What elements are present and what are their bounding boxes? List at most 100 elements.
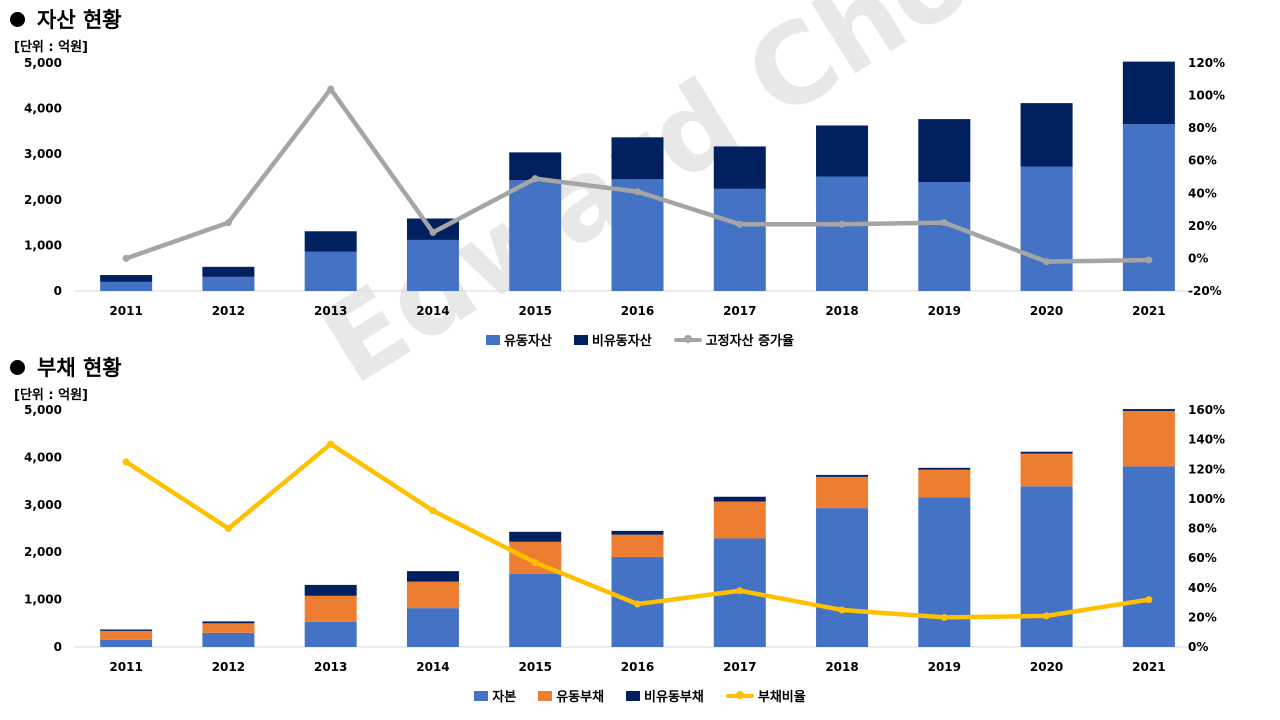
bar-segment [713,188,766,291]
bar-segment [816,176,869,291]
bar-segment [406,239,459,291]
bar-segment [202,266,255,277]
line-point [122,458,130,466]
bar-segment [816,474,869,477]
y-left-tick-label: 5,000 [24,403,62,417]
legend-item: 부채비율 [725,686,806,705]
x-tick-label: 2015 [519,660,552,674]
line-point [327,85,335,93]
legend-swatch [626,690,641,701]
y-right-tick-label: 100% [1188,492,1225,506]
line-point [940,219,948,227]
line-point [327,440,335,448]
legend-swatch [725,690,754,699]
y-right-tick-label: 100% [1188,89,1225,103]
bar-segment [100,281,153,291]
bar-segment [304,584,357,596]
line-point [1043,258,1051,266]
legend-item: 비유동부채 [626,686,704,705]
bar-segment [202,621,255,624]
bar-segment [100,629,153,631]
bar-segment [509,574,562,647]
bar-segment [918,469,971,498]
bar-segment [1020,486,1073,647]
liability-chart: 0 1,000 2,000 3,000 4,000 5,000 0% 20% 40% 60% 80%… [24,403,1225,674]
legend-swatch [538,690,553,701]
liability-unit-label: [단위 : 억원] [14,388,88,403]
y-left-tick-label: 1,000 [24,238,62,252]
x-tick-label: 2020 [1030,660,1063,674]
legend-label: 비유동자산 [591,334,652,349]
y-left-tick-label: 3,000 [24,147,62,161]
x-tick-label: 2019 [928,660,961,674]
y-right-tick-label: 60% [1188,154,1217,168]
bar-segment [202,276,255,291]
y-right-tick-label: 40% [1188,581,1217,595]
bar-segment [100,630,153,640]
bar-segment [406,608,459,647]
y-left-tick-label: 2,000 [24,545,62,559]
x-tick-label: 2021 [1132,304,1165,318]
bullet-icon [10,359,25,375]
line-point [1043,612,1051,620]
legend-swatch [573,334,588,345]
bar-segment [611,534,664,557]
bar-segment [509,180,562,291]
line-point [634,188,641,196]
bar-segment [1020,103,1073,167]
bar-segment [713,146,766,189]
y-right-tick-label: 60% [1188,551,1217,565]
y-right-tick-label: 40% [1188,186,1217,200]
liability-section-title: 부채 현황 [10,352,122,382]
x-tick-label: 2021 [1132,660,1165,674]
legend-item: 유동부채 [538,686,604,705]
y-right-tick-label: 0% [1188,640,1208,654]
x-tick-label: 2015 [519,304,552,318]
bar-segment [918,182,971,291]
x-tick-label: 2013 [314,660,347,674]
x-tick-label: 2014 [416,660,449,674]
bar-segment [816,508,869,647]
bar-segment [1122,410,1175,467]
bar-segment [1020,453,1073,487]
y-left-tick-label: 4,000 [24,450,62,464]
bar-segment [1020,451,1073,454]
line-point [531,175,539,183]
bar-segment [304,231,357,252]
asset-title-text: 자산 현황 [37,8,122,32]
line-point [940,613,948,621]
legend-swatch [486,334,501,345]
liability-title-text: 부채 현황 [37,356,122,380]
y-left-tick-label: 3,000 [24,498,62,512]
bar-segment [918,467,971,470]
y-left-tick-label: 0 [54,284,62,298]
bar-segment [816,476,869,509]
bar-segment [918,119,971,183]
y-right-tick-label: 80% [1188,522,1217,536]
y-right-tick-label: 20% [1188,610,1217,624]
y-right-tick-label: 80% [1188,121,1217,135]
y-left-tick-label: 1,000 [24,593,62,607]
line-point [531,559,539,567]
liability-legend: 자본 유동부채 비유동부채 부채비율 [0,686,1280,705]
bar-segment [611,137,664,180]
bar-segment [406,571,459,582]
y-right-tick-label: -20% [1188,284,1222,298]
legend-label: 유동자산 [504,334,552,349]
line-point [1145,596,1153,604]
asset-unit-label: [단위 : 억원] [14,40,88,55]
x-tick-label: 2014 [416,304,449,318]
x-tick-label: 2012 [212,304,245,318]
x-tick-label: 2013 [314,304,347,318]
legend-item: 고정자산 증가율 [673,330,794,349]
bar-segment [1122,466,1175,647]
asset-chart: 0 1,000 2,000 3,000 4,000 5,000 -20% 0% 20% 40% 60… [24,56,1225,318]
y-right-tick-label: 140% [1188,433,1225,447]
legend-item: 비유동자산 [573,330,652,349]
x-tick-label: 2017 [723,304,756,318]
y-left-tick-label: 4,000 [24,102,62,116]
y-right-tick-label: 20% [1188,219,1217,233]
x-tick-label: 2012 [212,660,245,674]
asset-legend: 유동자산 비유동자산 고정자산 증가율 [0,330,1280,349]
legend-label: 유동부채 [556,690,605,705]
